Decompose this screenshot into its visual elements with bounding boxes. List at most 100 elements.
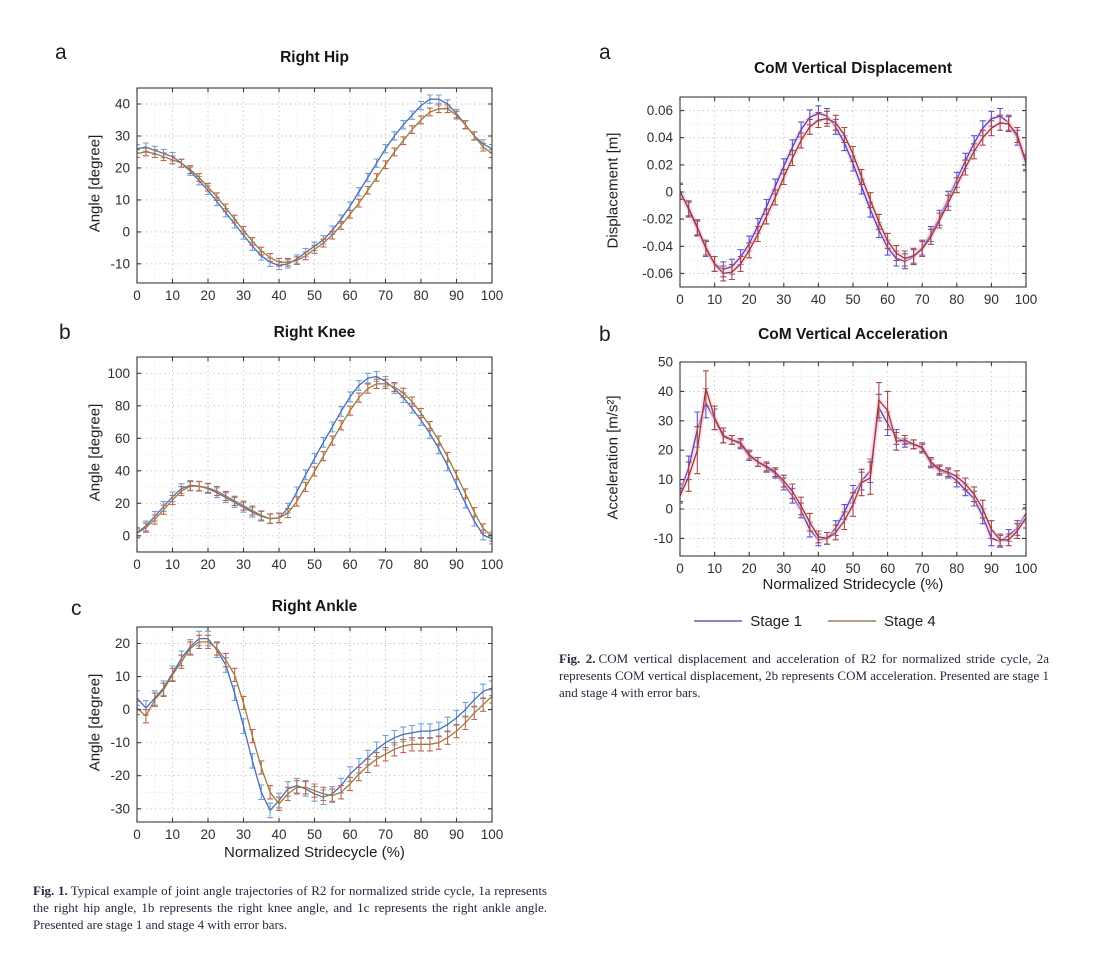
svg-text:100: 100 bbox=[481, 827, 504, 842]
legend: Stage 1 Stage 4 bbox=[575, 610, 1055, 632]
chart-title-right-ankle: Right Ankle bbox=[271, 598, 358, 615]
svg-text:40: 40 bbox=[271, 827, 286, 842]
svg-text:60: 60 bbox=[880, 561, 895, 576]
svg-text:80: 80 bbox=[949, 292, 964, 307]
svg-text:10: 10 bbox=[115, 669, 130, 684]
svg-text:20: 20 bbox=[742, 561, 757, 576]
figure1-caption-label: Fig. 1. bbox=[33, 883, 68, 898]
panel-letter-2b: b bbox=[599, 323, 611, 346]
svg-text:10: 10 bbox=[707, 561, 722, 576]
svg-text:20: 20 bbox=[658, 443, 673, 458]
svg-text:0.06: 0.06 bbox=[647, 103, 673, 118]
chart-right-ankle: c Right Ankle Angle [degree] Normalized … bbox=[33, 578, 513, 878]
svg-text:30: 30 bbox=[776, 292, 791, 307]
figure2-caption: Fig. 2. COM vertical displacement and acc… bbox=[559, 651, 1049, 702]
svg-text:50: 50 bbox=[845, 292, 860, 307]
svg-text:20: 20 bbox=[200, 557, 215, 572]
chart-title-com-acceleration: CoM Vertical Acceleration bbox=[758, 326, 948, 343]
chart-com-vertical-acceleration: b CoM Vertical Acceleration Acceleration… bbox=[575, 308, 1055, 608]
chart-right-knee: b Right Knee Angle [degree] 0 10 20 30 40 50 6… bbox=[33, 308, 513, 578]
svg-text:40: 40 bbox=[271, 288, 286, 303]
x-axis-label: Normalized Stridecycle (%) bbox=[224, 844, 405, 861]
svg-text:40: 40 bbox=[115, 463, 130, 478]
svg-text:-30: -30 bbox=[110, 801, 130, 816]
svg-text:90: 90 bbox=[984, 292, 999, 307]
svg-text:100: 100 bbox=[481, 557, 504, 572]
svg-text:10: 10 bbox=[707, 292, 722, 307]
svg-text:0: 0 bbox=[676, 561, 684, 576]
svg-text:20: 20 bbox=[115, 636, 130, 651]
panel-letter-1a: a bbox=[55, 41, 67, 64]
panel-letter-2a: a bbox=[599, 41, 611, 64]
svg-text:0: 0 bbox=[133, 288, 141, 303]
svg-text:0: 0 bbox=[665, 185, 673, 200]
svg-text:30: 30 bbox=[236, 288, 251, 303]
svg-text:50: 50 bbox=[307, 288, 322, 303]
svg-text:60: 60 bbox=[342, 827, 357, 842]
chart-title-com-displacement: CoM Vertical Displacement bbox=[753, 60, 953, 77]
chart-title-right-hip: Right Hip bbox=[280, 49, 349, 66]
legend-line-stage1-icon bbox=[694, 620, 743, 622]
svg-text:0: 0 bbox=[133, 827, 141, 842]
svg-text:100: 100 bbox=[481, 288, 504, 303]
svg-text:40: 40 bbox=[271, 557, 286, 572]
svg-text:-20: -20 bbox=[110, 768, 130, 783]
svg-text:-0.04: -0.04 bbox=[642, 239, 673, 254]
legend-label-stage4: Stage 4 bbox=[884, 612, 936, 630]
svg-text:0: 0 bbox=[122, 528, 130, 543]
figure1-caption: Fig. 1. Typical example of joint angle tr… bbox=[33, 883, 547, 934]
svg-text:50: 50 bbox=[845, 561, 860, 576]
svg-text:-10: -10 bbox=[653, 531, 673, 546]
legend-line-stage4-icon bbox=[828, 620, 876, 622]
svg-text:80: 80 bbox=[413, 288, 428, 303]
svg-text:-10: -10 bbox=[110, 256, 130, 271]
svg-text:0: 0 bbox=[665, 502, 673, 517]
svg-text:40: 40 bbox=[811, 561, 826, 576]
svg-text:60: 60 bbox=[342, 557, 357, 572]
svg-text:60: 60 bbox=[880, 292, 895, 307]
svg-text:30: 30 bbox=[236, 827, 251, 842]
svg-text:80: 80 bbox=[949, 561, 964, 576]
svg-text:60: 60 bbox=[342, 288, 357, 303]
svg-text:20: 20 bbox=[200, 827, 215, 842]
svg-text:70: 70 bbox=[378, 557, 393, 572]
figure1-caption-text: Typical example of joint angle trajector… bbox=[33, 883, 547, 932]
svg-text:-0.02: -0.02 bbox=[642, 212, 673, 227]
svg-text:50: 50 bbox=[307, 557, 322, 572]
svg-text:30: 30 bbox=[776, 561, 791, 576]
svg-text:10: 10 bbox=[115, 192, 130, 207]
svg-text:20: 20 bbox=[115, 160, 130, 175]
svg-text:0.02: 0.02 bbox=[647, 157, 673, 172]
svg-text:0: 0 bbox=[676, 292, 684, 307]
svg-text:90: 90 bbox=[984, 561, 999, 576]
svg-text:0: 0 bbox=[122, 702, 130, 717]
svg-text:80: 80 bbox=[413, 557, 428, 572]
chart-title-right-knee: Right Knee bbox=[273, 324, 356, 341]
plot-area-com-displacement: 0 10 20 30 40 50 60 70 80 90 100 -0.06 -0.04 -0.02 0 0.… bbox=[642, 96, 1038, 307]
svg-text:90: 90 bbox=[449, 557, 464, 572]
svg-text:10: 10 bbox=[658, 472, 673, 487]
panel-letter-1c: c bbox=[71, 597, 82, 620]
legend-item-stage4: Stage 4 bbox=[828, 613, 936, 630]
svg-text:30: 30 bbox=[115, 129, 130, 144]
x-axis-label: Normalized Stridecycle (%) bbox=[762, 576, 944, 593]
svg-text:20: 20 bbox=[200, 288, 215, 303]
svg-text:100: 100 bbox=[1015, 292, 1038, 307]
svg-text:10: 10 bbox=[165, 827, 180, 842]
svg-text:10: 10 bbox=[165, 288, 180, 303]
svg-text:90: 90 bbox=[449, 827, 464, 842]
svg-text:40: 40 bbox=[811, 292, 826, 307]
svg-text:70: 70 bbox=[378, 827, 393, 842]
svg-text:40: 40 bbox=[115, 97, 130, 112]
svg-text:-10: -10 bbox=[110, 735, 130, 750]
svg-text:50: 50 bbox=[307, 827, 322, 842]
svg-text:-0.06: -0.06 bbox=[642, 266, 673, 281]
plot-area-right-knee: 0 10 20 30 40 50 60 70 80 90 100 0 20 40 60 80 100 bbox=[107, 356, 504, 572]
legend-label-stage1: Stage 1 bbox=[750, 612, 802, 630]
svg-text:0.04: 0.04 bbox=[647, 130, 674, 145]
svg-text:30: 30 bbox=[658, 413, 673, 428]
panel-letter-1b: b bbox=[59, 321, 71, 344]
svg-text:70: 70 bbox=[915, 292, 930, 307]
figure2-caption-label: Fig. 2. bbox=[559, 651, 596, 666]
